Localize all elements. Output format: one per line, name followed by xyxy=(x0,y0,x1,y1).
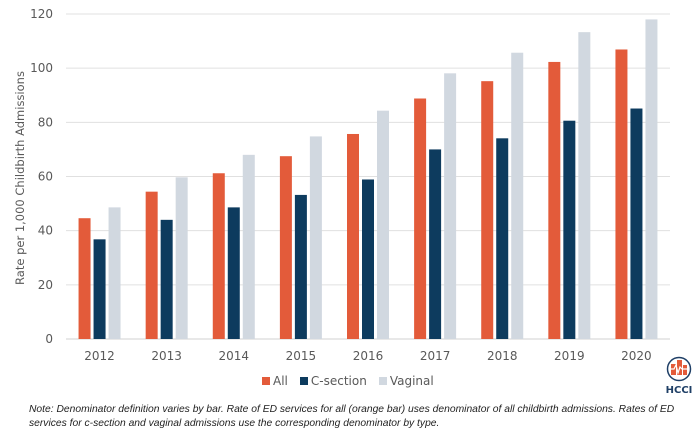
bar-all-2015 xyxy=(279,156,292,339)
bar-c-section-2016 xyxy=(362,179,374,339)
bar-vaginal-2012 xyxy=(108,207,121,339)
bar-vaginal-2019 xyxy=(578,32,591,339)
bar-c-section-2015 xyxy=(294,194,307,339)
y-axis-label: Rate per 1,000 Childbirth Admissions xyxy=(13,71,27,285)
y-axis-ticks: 0 20 40 60 80 100 120 xyxy=(30,7,53,346)
y-tick-label: 0 xyxy=(45,332,53,346)
y-tick-label: 20 xyxy=(38,278,53,292)
bar-vaginal-2015 xyxy=(309,136,322,339)
bar-c-section-2014 xyxy=(227,207,240,339)
footnote: Note: Denominator definition varies by b… xyxy=(29,404,675,429)
legend-swatch-vaginal xyxy=(378,377,387,385)
bar-vaginal-2018 xyxy=(511,52,524,340)
legend-item-vaginal: Vaginal xyxy=(378,374,434,388)
x-tick-label: 2016 xyxy=(353,349,384,363)
y-tick-label: 100 xyxy=(30,61,53,75)
legend-item-c-section: C-section xyxy=(299,374,367,388)
bar-vaginal-2014 xyxy=(242,154,255,339)
hcci-heartbeat-logo-icon xyxy=(666,356,692,382)
x-tick-label: 2014 xyxy=(219,349,250,363)
legend-label-vaginal: Vaginal xyxy=(389,374,434,388)
legend-item-all: All xyxy=(262,374,288,388)
bar-c-section-2018 xyxy=(496,138,509,339)
bar-c-section-2013 xyxy=(160,219,173,339)
y-tick-label: 120 xyxy=(30,7,53,21)
bar-all-2017 xyxy=(414,98,427,339)
bar-all-2014 xyxy=(212,173,225,339)
bar-vaginal-2013 xyxy=(175,177,188,339)
x-axis-ticks: 2012 2013 2014 2015 2016 2017 2018 2019 2020 xyxy=(84,349,651,363)
bar-c-section-2017 xyxy=(429,149,442,339)
bar-all-2019 xyxy=(548,61,561,339)
bar-all-2016 xyxy=(347,133,359,339)
x-tick-label: 2020 xyxy=(621,349,652,363)
bar-vaginal-2016 xyxy=(377,110,389,339)
bar-c-section-2020 xyxy=(630,108,643,339)
y-tick-label: 80 xyxy=(38,115,53,129)
x-tick-label: 2018 xyxy=(487,349,518,363)
x-tick-label: 2017 xyxy=(420,349,451,363)
legend-label-all: All xyxy=(273,374,288,388)
bar-all-2012 xyxy=(78,218,91,339)
x-tick-label: 2015 xyxy=(286,349,317,363)
legend-swatch-all xyxy=(262,377,270,385)
bars xyxy=(78,19,658,340)
x-tick-label: 2019 xyxy=(554,349,585,363)
x-tick-label: 2012 xyxy=(84,349,115,363)
bar-chart: 0 20 40 60 80 100 120 2012 2013 2014 2015 2016 2017… xyxy=(13,7,670,363)
bar-vaginal-2020 xyxy=(645,19,658,340)
y-tick-label: 60 xyxy=(38,170,53,184)
bar-all-2018 xyxy=(481,81,494,340)
bar-all-2013 xyxy=(145,191,158,339)
y-tick-label: 40 xyxy=(38,224,53,238)
x-tick-label: 2013 xyxy=(151,349,182,363)
bar-c-section-2019 xyxy=(563,120,576,339)
legend: All C-section Vaginal xyxy=(262,374,434,388)
bar-vaginal-2017 xyxy=(444,73,457,339)
hcci-logo-text: HCCI xyxy=(665,385,693,396)
bar-c-section-2012 xyxy=(93,239,106,339)
legend-swatch-c-section xyxy=(299,377,308,385)
bar-all-2020 xyxy=(615,49,628,340)
legend-label-c-section: C-section xyxy=(310,374,367,388)
